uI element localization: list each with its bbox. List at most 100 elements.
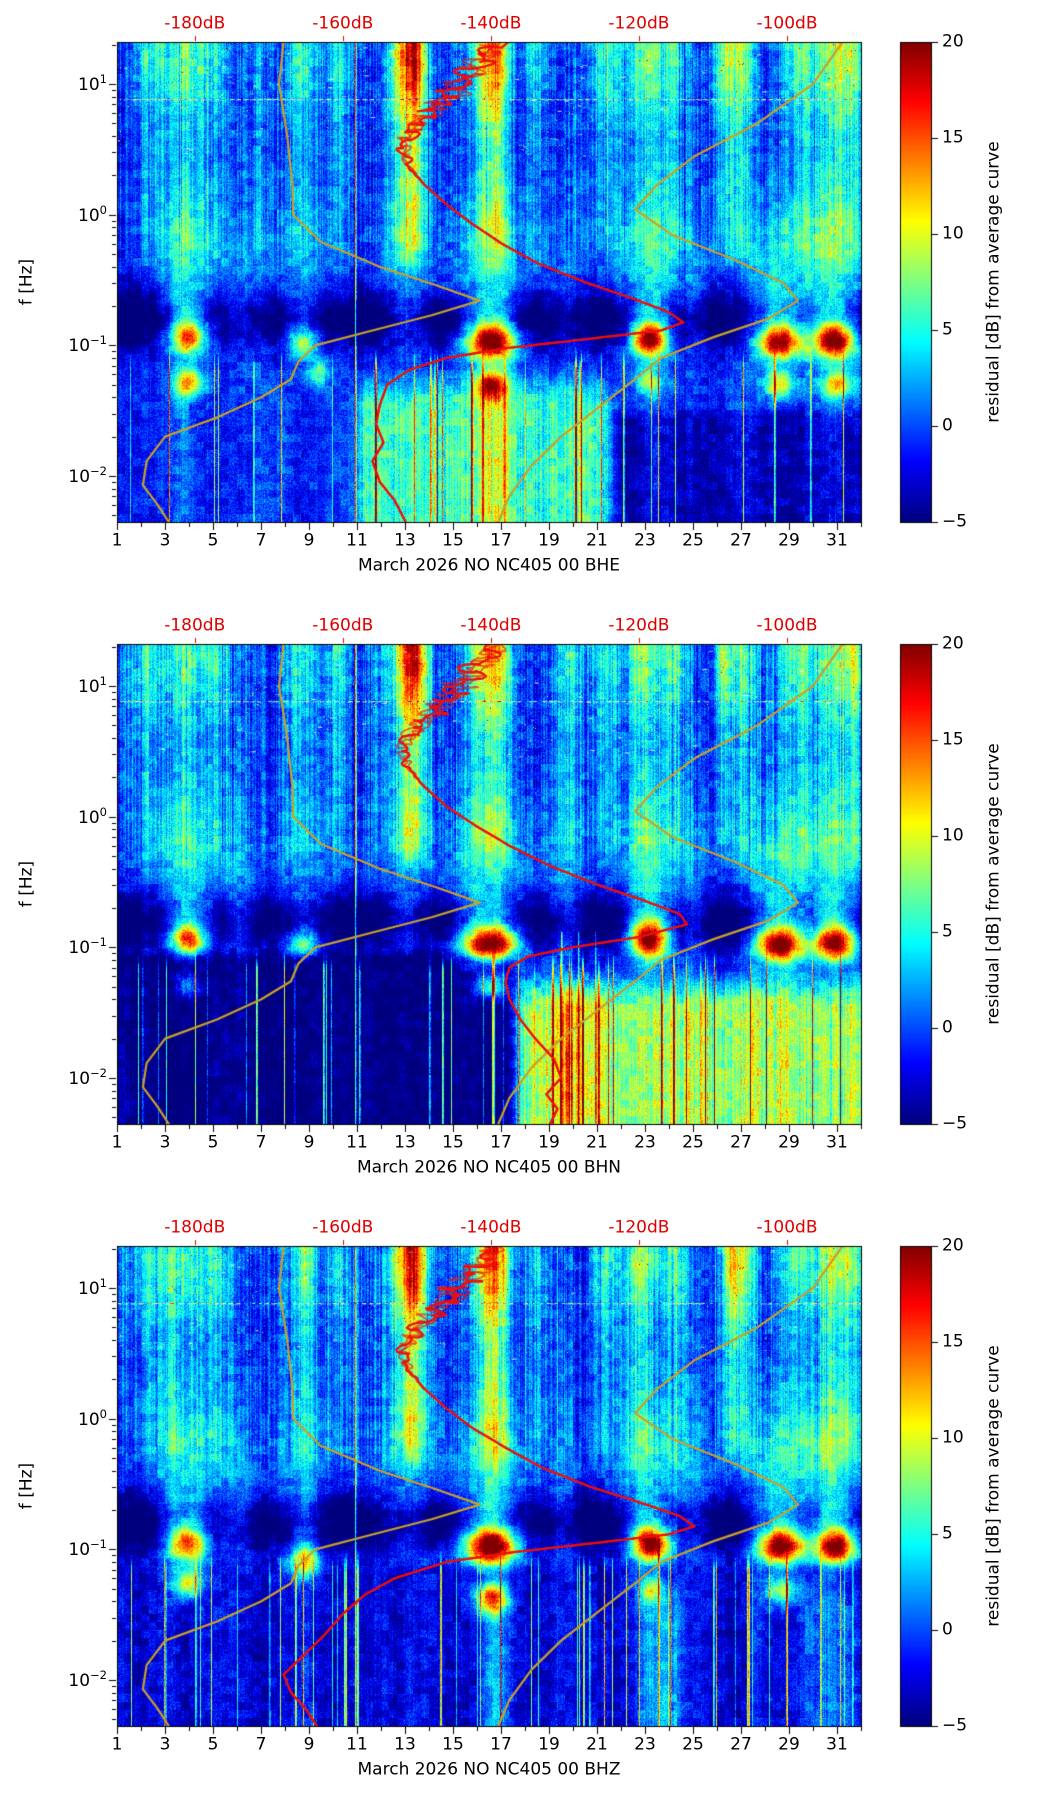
x-tick-label: 15 <box>442 530 464 551</box>
y-tick-label: 10−1 <box>68 1537 107 1561</box>
x-tick-label: 29 <box>778 1132 800 1153</box>
top-axis-tick-label: -100dB <box>756 1217 818 1238</box>
y-tick-label: 100 <box>78 1406 107 1430</box>
colorbar-tick-label: −5 <box>942 511 968 532</box>
spectrogram-panel-bhz: f [Hz] March 2026 NO NC405 00 BHZ residu… <box>0 1204 1052 1806</box>
colorbar-tick-label: −5 <box>942 1715 968 1736</box>
spectrogram-canvas-bhz <box>0 1204 1052 1806</box>
x-axis-title: March 2026 NO NC405 00 BHN <box>356 1157 622 1178</box>
colorbar-tick-label: 10 <box>942 1427 964 1448</box>
x-tick-label: 23 <box>634 530 656 551</box>
y-tick-label: 10−1 <box>68 935 107 959</box>
spectrogram-panel-bhe: f [Hz] March 2026 NO NC405 00 BHE residu… <box>0 0 1052 602</box>
x-tick-label: 1 <box>111 530 123 551</box>
colorbar-tick-label: 0 <box>942 1017 953 1038</box>
colorbar-tick-label: −5 <box>942 1113 968 1134</box>
x-tick-label: 31 <box>826 530 848 551</box>
colorbar-tick-label: 20 <box>942 31 964 52</box>
top-axis-tick-label: -180dB <box>164 1217 226 1238</box>
y-axis-label: f [Hz] <box>16 1462 37 1510</box>
x-tick-label: 29 <box>778 530 800 551</box>
x-tick-label: 1 <box>111 1734 123 1755</box>
colorbar-tick-label: 10 <box>942 825 964 846</box>
colorbar-tick-label: 10 <box>942 223 964 244</box>
y-tick-label: 100 <box>78 202 107 226</box>
top-axis-tick-label: -160dB <box>312 615 374 636</box>
y-axis-label: f [Hz] <box>16 860 37 908</box>
spectrogram-canvas-bhe <box>0 0 1052 602</box>
x-tick-label: 3 <box>159 1734 171 1755</box>
x-tick-label: 23 <box>634 1734 656 1755</box>
spectrogram-canvas-bhn <box>0 602 1052 1204</box>
colorbar-label: residual [dB] from average curve <box>983 141 1004 423</box>
x-tick-label: 25 <box>682 530 704 551</box>
y-tick-label: 10−1 <box>68 333 107 357</box>
colorbar-tick-label: 5 <box>942 319 953 340</box>
x-tick-label: 15 <box>442 1132 464 1153</box>
x-tick-label: 7 <box>255 1734 267 1755</box>
colorbar-tick-label: 20 <box>942 1235 964 1256</box>
colorbar-tick-label: 5 <box>942 921 953 942</box>
top-axis-tick-label: -120dB <box>608 1217 670 1238</box>
x-tick-label: 1 <box>111 1132 123 1153</box>
x-tick-label: 11 <box>346 1132 368 1153</box>
colorbar-tick-label: 5 <box>942 1523 953 1544</box>
x-tick-label: 27 <box>730 1132 752 1153</box>
x-tick-label: 17 <box>490 530 512 551</box>
colorbar-tick-label: 15 <box>942 127 964 148</box>
x-tick-label: 21 <box>586 530 608 551</box>
colorbar-tick-label: 0 <box>942 1619 953 1640</box>
x-tick-label: 19 <box>538 530 560 551</box>
x-tick-label: 23 <box>634 1132 656 1153</box>
y-axis-label: f [Hz] <box>16 258 37 306</box>
colorbar-tick-label: 15 <box>942 1331 964 1352</box>
y-tick-label: 101 <box>78 1276 107 1299</box>
x-tick-label: 7 <box>255 1132 267 1153</box>
x-tick-label: 13 <box>394 1734 416 1755</box>
x-tick-label: 19 <box>538 1734 560 1755</box>
x-tick-label: 7 <box>255 530 267 551</box>
x-tick-label: 25 <box>682 1734 704 1755</box>
x-tick-label: 3 <box>159 1132 171 1153</box>
x-tick-label: 29 <box>778 1734 800 1755</box>
top-axis-tick-label: -120dB <box>608 13 670 34</box>
y-tick-label: 10−2 <box>68 1668 107 1691</box>
x-tick-label: 17 <box>490 1734 512 1755</box>
x-tick-label: 3 <box>159 530 171 551</box>
y-tick-label: 10−2 <box>68 1066 107 1089</box>
x-axis-title: March 2026 NO NC405 00 BHZ <box>357 1759 621 1780</box>
colorbar-label: residual [dB] from average curve <box>983 1345 1004 1627</box>
x-tick-label: 17 <box>490 1132 512 1153</box>
x-tick-label: 13 <box>394 1132 416 1153</box>
x-tick-label: 21 <box>586 1132 608 1153</box>
x-tick-label: 15 <box>442 1734 464 1755</box>
x-tick-label: 27 <box>730 530 752 551</box>
y-tick-label: 10−2 <box>68 464 107 487</box>
x-tick-label: 5 <box>207 1734 219 1755</box>
x-tick-label: 5 <box>207 1132 219 1153</box>
x-tick-label: 31 <box>826 1132 848 1153</box>
x-tick-label: 31 <box>826 1734 848 1755</box>
top-axis-tick-label: -140dB <box>460 13 522 34</box>
top-axis-tick-label: -160dB <box>312 1217 374 1238</box>
top-axis-tick-label: -100dB <box>756 615 818 636</box>
x-tick-label: 19 <box>538 1132 560 1153</box>
x-tick-label: 13 <box>394 530 416 551</box>
x-tick-label: 21 <box>586 1734 608 1755</box>
top-axis-tick-label: -120dB <box>608 615 670 636</box>
colorbar-tick-label: 0 <box>942 415 953 436</box>
top-axis-tick-label: -140dB <box>460 1217 522 1238</box>
colorbar-tick-label: 20 <box>942 633 964 654</box>
top-axis-tick-label: -180dB <box>164 615 226 636</box>
colorbar-label: residual [dB] from average curve <box>983 743 1004 1025</box>
top-axis-tick-label: -160dB <box>312 13 374 34</box>
y-tick-label: 100 <box>78 804 107 828</box>
x-tick-label: 11 <box>346 530 368 551</box>
top-axis-tick-label: -180dB <box>164 13 226 34</box>
x-tick-label: 27 <box>730 1734 752 1755</box>
y-tick-label: 101 <box>78 72 107 95</box>
top-axis-tick-label: -100dB <box>756 13 818 34</box>
x-tick-label: 5 <box>207 530 219 551</box>
x-tick-label: 25 <box>682 1132 704 1153</box>
